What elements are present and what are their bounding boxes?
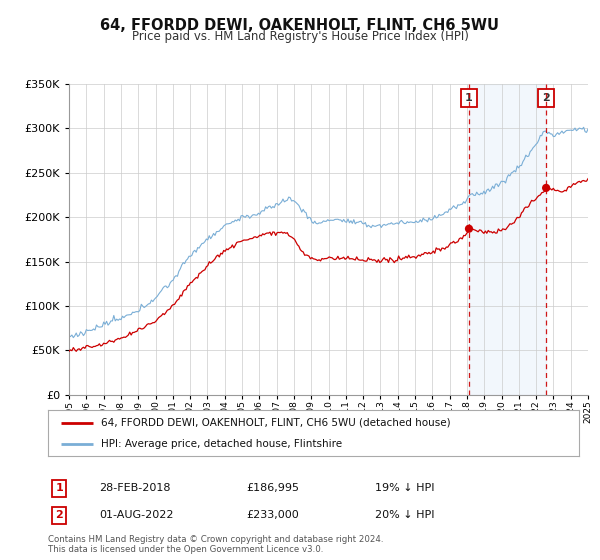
Bar (469, 84, 546, 395)
Text: This data is licensed under the Open Government Licence v3.0.: This data is licensed under the Open Gov… (48, 544, 323, 554)
Text: 2: 2 (542, 93, 550, 103)
Text: 20% ↓ HPI: 20% ↓ HPI (375, 510, 434, 520)
Text: 64, FFORDD DEWI, OAKENHOLT, FLINT, CH6 5WU (detached house): 64, FFORDD DEWI, OAKENHOLT, FLINT, CH6 5… (101, 418, 451, 428)
Text: 19% ↓ HPI: 19% ↓ HPI (375, 483, 434, 493)
Text: 28-FEB-2018: 28-FEB-2018 (99, 483, 170, 493)
Text: 01-AUG-2022: 01-AUG-2022 (99, 510, 173, 520)
Text: Price paid vs. HM Land Registry's House Price Index (HPI): Price paid vs. HM Land Registry's House … (131, 30, 469, 43)
Point (541, 184, 551, 193)
Text: 64, FFORDD DEWI, OAKENHOLT, FLINT, CH6 5WU: 64, FFORDD DEWI, OAKENHOLT, FLINT, CH6 5… (101, 18, 499, 33)
Text: £233,000: £233,000 (246, 510, 299, 520)
Text: 1: 1 (55, 483, 63, 493)
Text: £186,995: £186,995 (246, 483, 299, 493)
Point (464, 224, 474, 233)
Text: Contains HM Land Registry data © Crown copyright and database right 2024.: Contains HM Land Registry data © Crown c… (48, 534, 383, 544)
Text: 2: 2 (55, 510, 63, 520)
Text: 1: 1 (465, 93, 473, 103)
Text: HPI: Average price, detached house, Flintshire: HPI: Average price, detached house, Flin… (101, 439, 342, 449)
